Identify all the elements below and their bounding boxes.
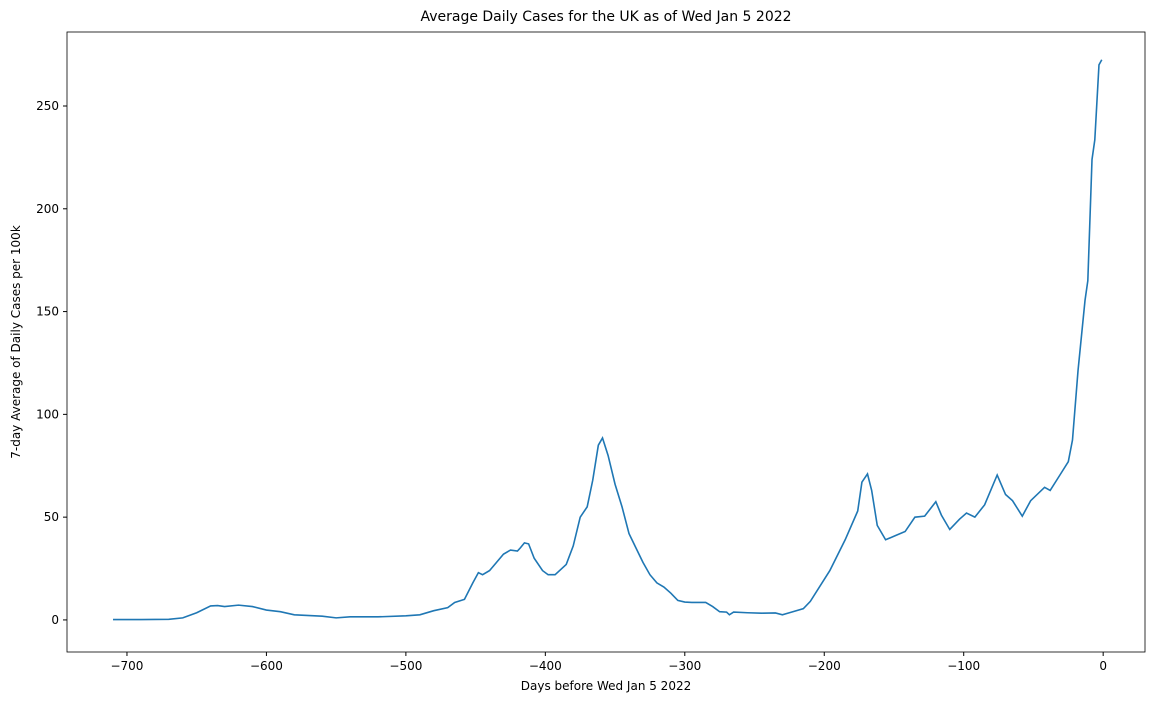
x-axis-label: Days before Wed Jan 5 2022 (521, 679, 691, 693)
x-tick-label: −200 (808, 659, 841, 673)
data-line (113, 59, 1103, 621)
y-tick-label: 0 (51, 613, 59, 627)
chart-title: Average Daily Cases for the UK as of Wed… (420, 9, 791, 25)
plot-frame (66, 31, 1146, 653)
x-tick-label: −100 (947, 659, 980, 673)
x-tick-label: −600 (250, 659, 283, 673)
x-tick-label: −400 (529, 659, 562, 673)
x-tick-label: −700 (110, 659, 143, 673)
y-tick-label: 200 (36, 202, 59, 216)
y-tick-label: 250 (36, 99, 59, 113)
y-tick-label: 100 (36, 407, 59, 421)
y-tick-label: 150 (36, 305, 59, 319)
x-tick-label: −300 (668, 659, 701, 673)
x-tick-label: −500 (389, 659, 422, 673)
x-tick-label: 0 (1099, 659, 1107, 673)
y-axis-label: 7-day Average of Daily Cases per 100k (9, 225, 23, 459)
y-tick-label: 50 (44, 510, 59, 524)
